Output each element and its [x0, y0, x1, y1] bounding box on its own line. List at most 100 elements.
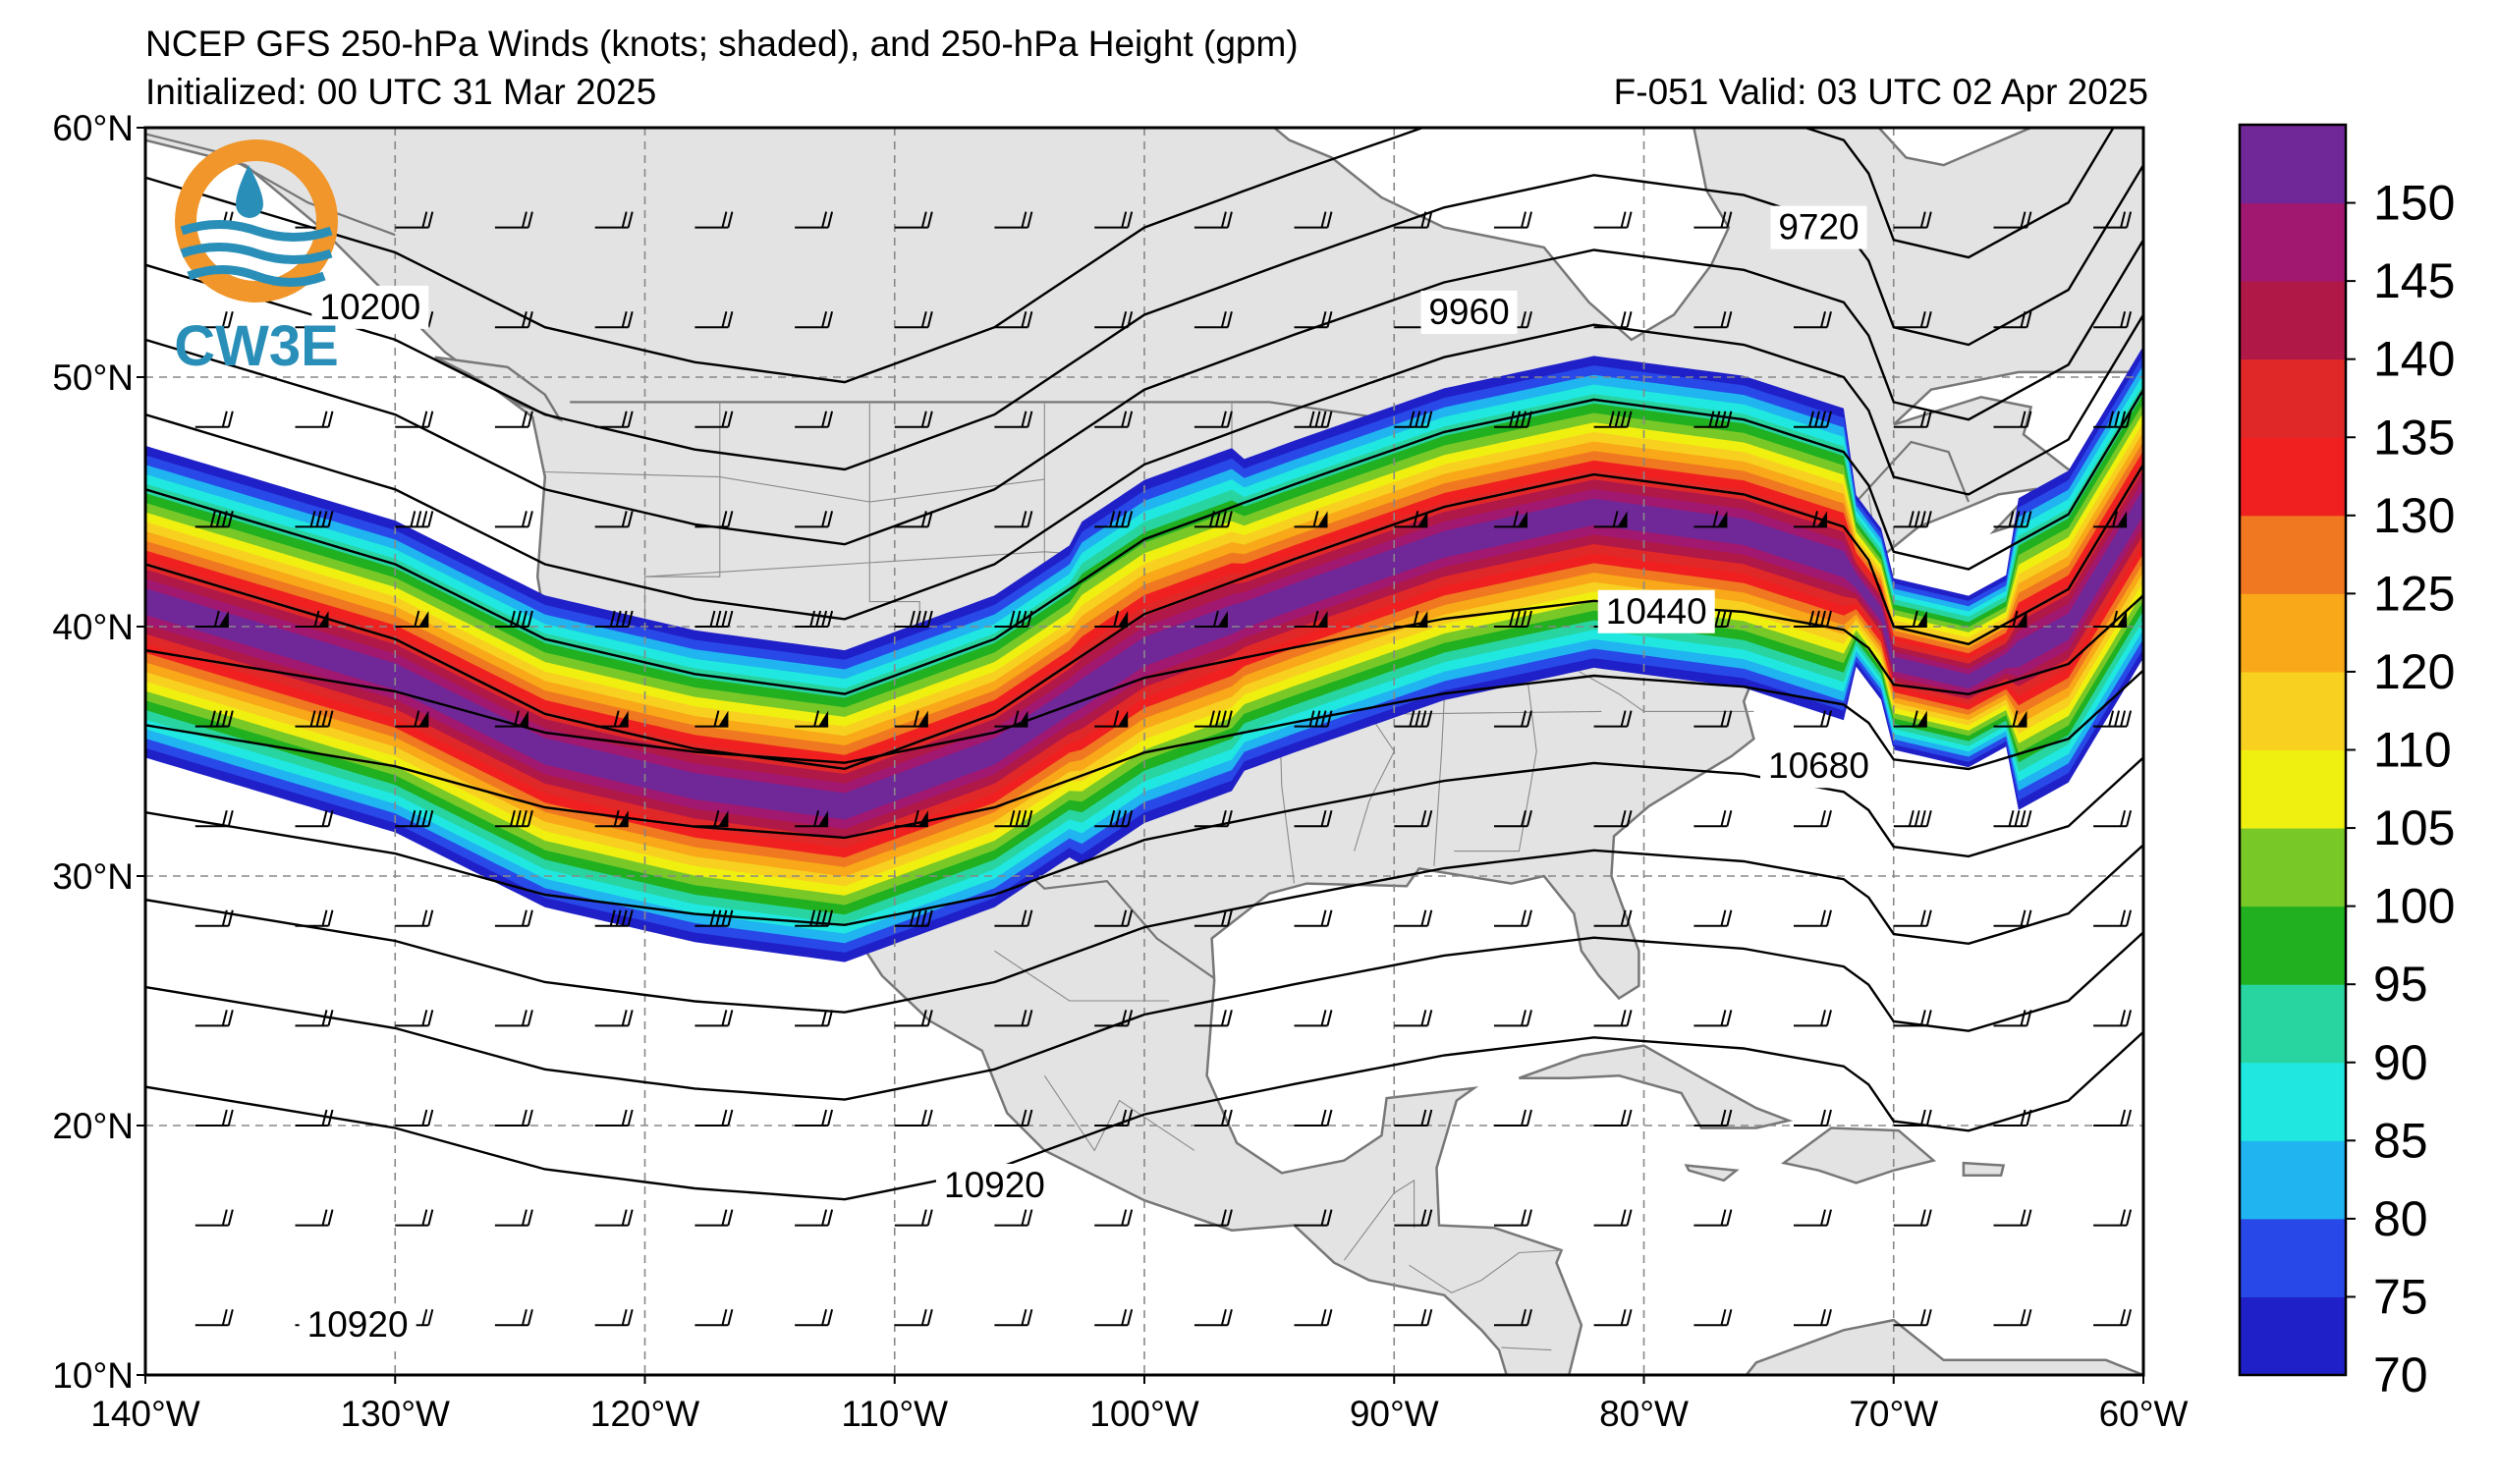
- wind-barb-212: [1893, 511, 1932, 528]
- wind-barb-217: [1993, 1209, 2032, 1227]
- barb-flag: [1320, 310, 1327, 328]
- barb-flag: [1820, 610, 1826, 628]
- wind-barb-26: [395, 1109, 434, 1127]
- barb-flag: [920, 1308, 927, 1326]
- barb-flag: [1726, 310, 1733, 328]
- barb-flag: [615, 610, 622, 628]
- wind-barb-36: [494, 1308, 533, 1327]
- barb-flag: [1320, 1010, 1327, 1026]
- wind-barb-207: [1893, 1010, 1932, 1027]
- barb-flag: [1620, 1308, 1627, 1326]
- barb-flag: [209, 511, 216, 527]
- wind-barb-176: [1593, 511, 1628, 528]
- barb-flag: [1027, 909, 1033, 927]
- barb-pennant: [2017, 611, 2027, 627]
- barb-flag: [1226, 511, 1233, 527]
- barb-flag: [509, 610, 516, 628]
- barb-pennant: [2117, 611, 2128, 627]
- barb-flag: [1914, 511, 1920, 527]
- barb-flag: [1527, 1109, 1532, 1127]
- colorbar-band-100: [2240, 828, 2346, 907]
- barb-flag: [713, 809, 720, 827]
- barb-flag: [1820, 1010, 1826, 1026]
- barb-flag: [1720, 610, 1727, 628]
- barb-pennant: [1118, 611, 1129, 627]
- barb-flag: [1527, 909, 1532, 927]
- barb-flag: [527, 1308, 533, 1326]
- barb-flag: [521, 511, 527, 527]
- barb-flag: [2126, 909, 2133, 927]
- barb-pennant: [718, 810, 729, 827]
- wind-barb-50: [594, 1109, 634, 1127]
- wind-barb-6: [194, 710, 234, 728]
- barb-flag: [1820, 310, 1826, 328]
- barb-flag: [427, 1308, 434, 1326]
- colorbar-band-150: [2240, 125, 2346, 204]
- wind-barb-128: [1193, 511, 1233, 528]
- contour-label: 9960: [1428, 292, 1509, 332]
- wind-barb-230: [2093, 1109, 2133, 1127]
- barb-flag: [2126, 211, 2133, 228]
- logo-wave-3: [187, 265, 326, 287]
- barb-flag: [427, 211, 434, 228]
- wind-barb-186: [1693, 710, 1733, 728]
- barb-flag: [1127, 1209, 1134, 1226]
- barb-flag: [920, 411, 927, 428]
- barb-flag: [321, 1010, 328, 1026]
- barb-flag: [821, 1109, 828, 1127]
- wind-barb-51: [594, 1010, 634, 1027]
- wind-barb-206: [1893, 1109, 1932, 1127]
- barb-flag: [227, 710, 234, 727]
- barb-flag: [527, 1209, 533, 1226]
- wind-barb-180: [1693, 1308, 1733, 1327]
- barb-flag: [1726, 1308, 1733, 1326]
- barb-flag: [1925, 511, 1932, 527]
- barb-flag: [1820, 1308, 1826, 1326]
- wind-barb-156: [1494, 1308, 1532, 1327]
- wind-barb-63: [694, 1010, 734, 1027]
- wind-barb-179: [1593, 211, 1633, 229]
- barb-flag: [821, 610, 828, 628]
- colorbar-label: 95: [2373, 957, 2428, 1012]
- wind-barb-147: [1394, 1010, 1433, 1027]
- barb-pennant: [418, 710, 429, 727]
- barb-flag: [2126, 809, 2133, 827]
- barb-flag: [1420, 1010, 1427, 1026]
- wind-barb-198: [1794, 710, 1832, 728]
- colorbar-label: 70: [2373, 1347, 2428, 1402]
- barb-flag: [1925, 1010, 1932, 1026]
- wind-barb-108: [1094, 1308, 1134, 1327]
- wind-barb-239: [2093, 211, 2133, 229]
- barb-flag: [821, 310, 828, 328]
- barb-flag: [627, 610, 634, 628]
- barb-flag: [1326, 1010, 1333, 1026]
- barb-flag: [1515, 610, 1521, 628]
- colorbar-band-95: [2240, 906, 2346, 985]
- barb-flag: [727, 1308, 734, 1326]
- wind-barb-149: [1394, 809, 1433, 828]
- barb-flag: [926, 310, 933, 328]
- barb-pennant: [1717, 511, 1728, 527]
- barb-flag: [1812, 511, 1818, 527]
- wind-barb-98: [994, 1109, 1033, 1127]
- wind-barb-105: [994, 411, 1033, 428]
- barb-flag: [1226, 909, 1233, 927]
- barb-flag: [1121, 310, 1128, 328]
- wind-barb-21: [295, 411, 334, 428]
- barb-pennant: [218, 611, 229, 627]
- barb-flag: [1308, 411, 1315, 428]
- wind-barb-182: [1693, 1109, 1733, 1127]
- wind-barb-225: [1993, 411, 2032, 428]
- barb-flag: [813, 809, 820, 827]
- barb-flag: [1027, 1209, 1033, 1226]
- barb-flag: [1220, 310, 1227, 328]
- wind-barb-66: [694, 710, 729, 728]
- wind-barb-25: [395, 1209, 434, 1227]
- barb-flag: [1420, 710, 1427, 727]
- barb-flag: [1919, 411, 1926, 428]
- wind-barb-172: [1593, 909, 1633, 927]
- barb-flag: [1127, 310, 1134, 328]
- lon-tick-label: 70°W: [1849, 1394, 1938, 1434]
- wind-barb-18: [295, 710, 334, 728]
